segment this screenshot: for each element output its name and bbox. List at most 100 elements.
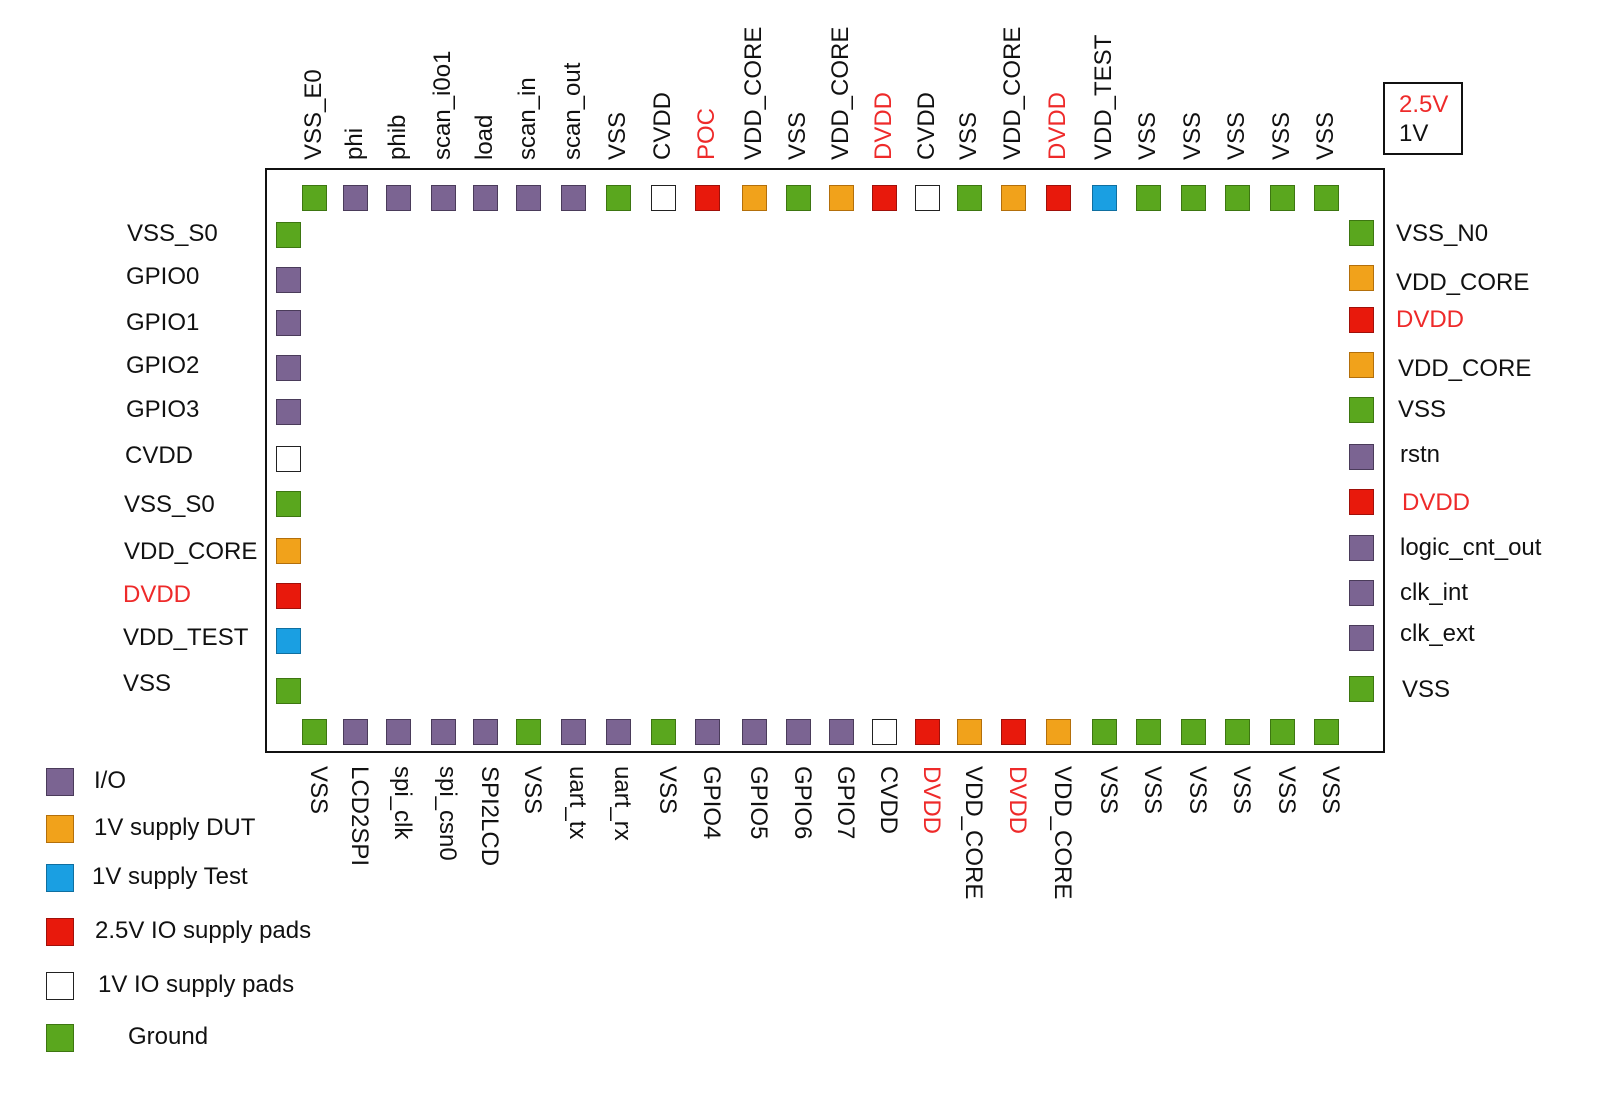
- left-pad-label-9: DVDD: [123, 581, 192, 608]
- right-pad-9: [1349, 580, 1374, 606]
- right-pad-label-11: VSS: [1402, 676, 1451, 703]
- left-pad-label-4: GPIO2: [126, 352, 200, 379]
- bottom-pad-8: [606, 719, 631, 745]
- left-pad-label-2: GPIO0: [126, 263, 200, 290]
- top-pad-7: [561, 185, 586, 211]
- left-pad-4: [276, 355, 301, 381]
- top-pad-24: [1314, 185, 1339, 211]
- legend-label-io: I/O: [94, 767, 127, 794]
- top-pad-13: [829, 185, 854, 211]
- bottom-pad-label-21: VSS: [1184, 766, 1211, 815]
- top-pad-20: [1136, 185, 1161, 211]
- bottom-pad-label-19: VSS: [1095, 766, 1122, 815]
- top-pad-label-24: VSS: [1312, 111, 1339, 160]
- bottom-pad-21: [1181, 719, 1206, 745]
- legend-label-io25: 2.5V IO supply pads: [95, 917, 312, 944]
- top-pad-2: [343, 185, 368, 211]
- right-pad-5: [1349, 397, 1374, 423]
- voltage-key-box: 2.5V 1V: [1383, 82, 1463, 155]
- right-pad-10: [1349, 625, 1374, 651]
- bottom-pad-9: [651, 719, 676, 745]
- top-pad-11: [742, 185, 767, 211]
- right-pad-label-9: clk_int: [1400, 579, 1469, 606]
- top-pad-label-20: VSS: [1134, 111, 1161, 160]
- top-pad-12: [786, 185, 811, 211]
- right-pad-8: [1349, 535, 1374, 561]
- right-pad-6: [1349, 444, 1374, 470]
- bottom-pad-11: [742, 719, 767, 745]
- bottom-pad-15: [915, 719, 940, 745]
- voltage-2v5-label: 2.5V: [1399, 91, 1449, 118]
- bottom-pad-1: [302, 719, 327, 745]
- top-pad-label-16: VSS: [955, 111, 982, 160]
- bottom-pad-2: [343, 719, 368, 745]
- bottom-pad-label-17: DVDD: [1004, 766, 1031, 835]
- top-pad-label-6: scan_in: [514, 77, 541, 160]
- left-pad-label-5: GPIO3: [126, 396, 200, 423]
- top-pad-label-17: VDD_CORE: [999, 26, 1026, 160]
- left-pad-label-7: VSS_S0: [124, 491, 215, 518]
- top-pad-label-7: scan_out: [559, 62, 586, 160]
- right-pad-label-6: rstn: [1400, 441, 1441, 468]
- bottom-pad-label-2: LCD2SPI: [346, 766, 373, 867]
- left-pad-3: [276, 310, 301, 336]
- left-pad-7: [276, 491, 301, 517]
- bottom-pad-3: [386, 719, 411, 745]
- left-pad-2: [276, 267, 301, 293]
- right-pad-7: [1349, 489, 1374, 515]
- left-pad-1: [276, 222, 301, 248]
- legend-label-test: 1V supply Test: [92, 863, 248, 890]
- legend-swatch-dut: [46, 815, 74, 843]
- top-pad-label-8: VSS: [604, 111, 631, 160]
- bottom-pad-5: [473, 719, 498, 745]
- bottom-pad-label-10: GPIO4: [698, 766, 725, 840]
- bottom-pad-label-13: GPIO7: [832, 766, 859, 840]
- bottom-pad-20: [1136, 719, 1161, 745]
- right-pad-11: [1349, 676, 1374, 702]
- left-pad-10: [276, 628, 301, 654]
- bottom-pad-4: [431, 719, 456, 745]
- voltage-1v-label: 1V: [1399, 120, 1429, 147]
- top-pad-8: [606, 185, 631, 211]
- top-pad-4: [431, 185, 456, 211]
- bottom-pad-24: [1314, 719, 1339, 745]
- bottom-pad-17: [1001, 719, 1026, 745]
- bottom-pad-18: [1046, 719, 1071, 745]
- top-pad-label-12: VSS: [784, 111, 811, 160]
- bottom-pad-label-23: VSS: [1273, 766, 1300, 815]
- bottom-pad-label-5: SPI2LCD: [476, 766, 503, 867]
- top-pad-label-1: VSS_E0: [300, 69, 327, 160]
- top-pad-label-15: CVDD: [913, 91, 940, 160]
- top-pad-label-13: VDD_CORE: [827, 26, 854, 160]
- left-pad-8: [276, 538, 301, 564]
- bottom-pad-13: [829, 719, 854, 745]
- bottom-pad-label-1: VSS: [305, 766, 332, 815]
- top-pad-3: [386, 185, 411, 211]
- top-pad-21: [1181, 185, 1206, 211]
- top-pad-23: [1270, 185, 1295, 211]
- top-pad-19: [1092, 185, 1117, 211]
- left-pad-label-8: VDD_CORE: [124, 538, 258, 565]
- right-pad-label-1: VSS_N0: [1396, 220, 1489, 247]
- left-pad-label-6: CVDD: [125, 442, 194, 469]
- right-pad-label-4: VDD_CORE: [1398, 355, 1532, 382]
- legend-swatch-io: [46, 768, 74, 796]
- top-pad-label-23: VSS: [1268, 111, 1295, 160]
- top-pad-15: [915, 185, 940, 211]
- legend-swatch-io1v: [46, 972, 74, 1000]
- right-pad-4: [1349, 352, 1374, 378]
- right-pad-label-8: logic_cnt_out: [1400, 534, 1542, 561]
- top-pad-22: [1225, 185, 1250, 211]
- bottom-pad-label-11: GPIO5: [745, 766, 772, 840]
- left-pad-11: [276, 678, 301, 704]
- top-pad-14: [872, 185, 897, 211]
- bottom-pad-7: [561, 719, 586, 745]
- top-pad-label-10: POC: [693, 107, 720, 160]
- right-pad-label-3: DVDD: [1396, 306, 1465, 333]
- bottom-pad-label-16: VDD_CORE: [960, 766, 987, 900]
- legend-swatch-io25: [46, 918, 74, 946]
- bottom-pad-label-6: VSS: [519, 766, 546, 815]
- right-pad-label-5: VSS: [1398, 396, 1447, 423]
- bottom-pad-label-22: VSS: [1228, 766, 1255, 815]
